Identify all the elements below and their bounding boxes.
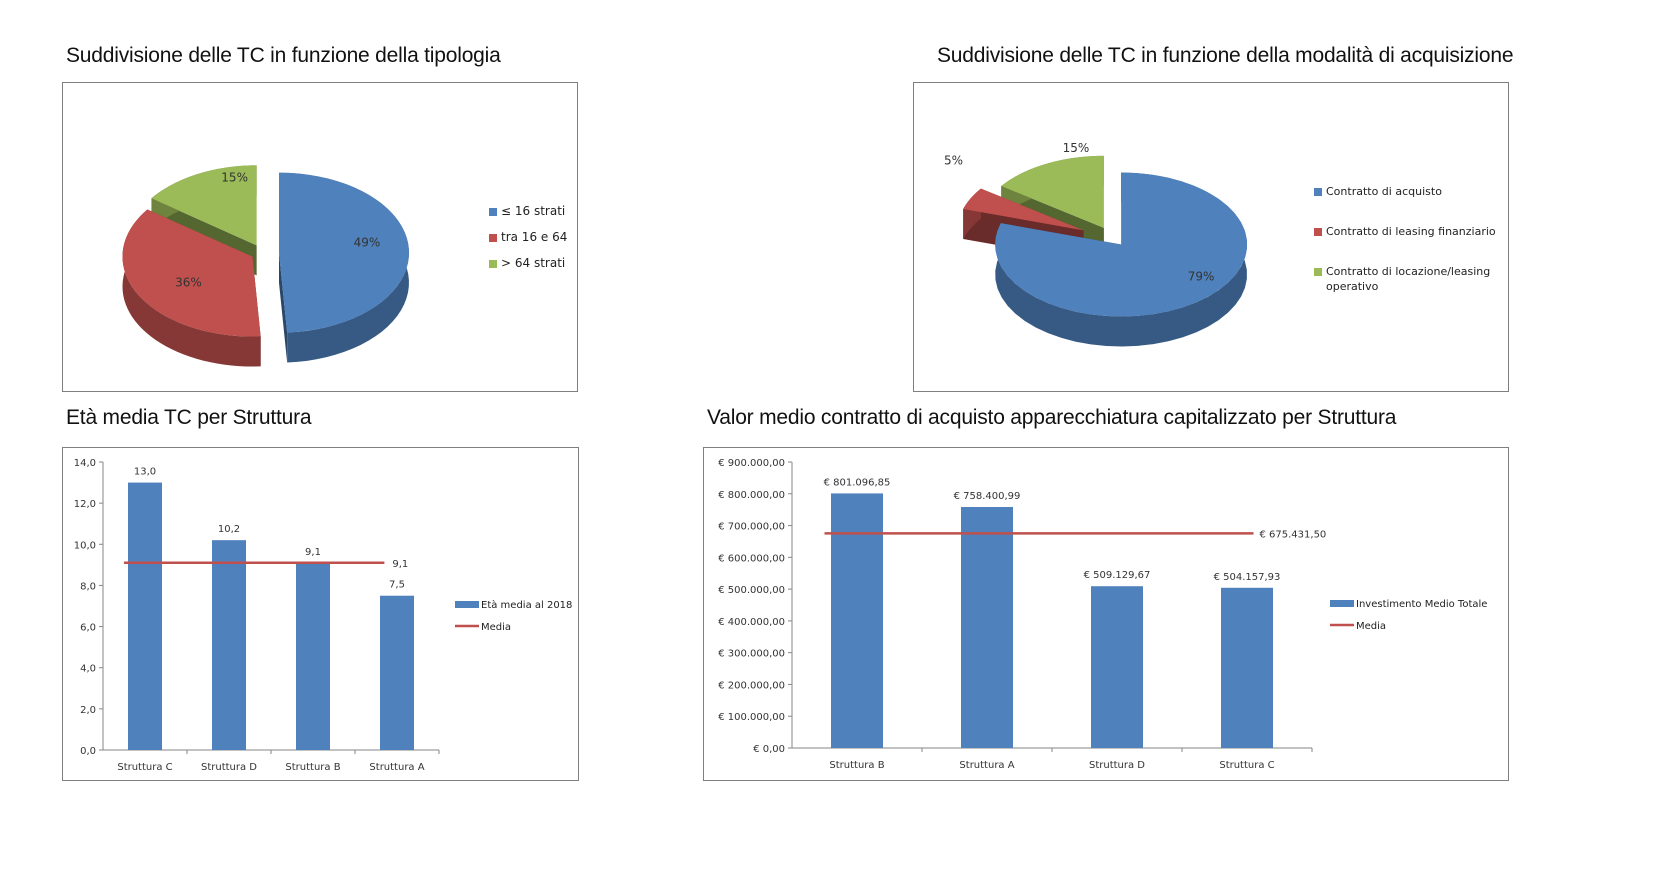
y-tick-label: 14,0: [74, 458, 96, 469]
bar-struttura-c: [128, 482, 162, 750]
x-tick-label: Struttura D: [201, 762, 257, 773]
bar-data-label: 7,5: [389, 580, 405, 591]
pie-data-label: 36%: [175, 276, 202, 290]
x-tick-label: Struttura D: [1089, 760, 1145, 771]
chart4-title: Valor medio contratto di acquisto appare…: [707, 406, 1397, 429]
bar-struttura-d: [212, 540, 246, 750]
bar-data-label: € 801.096,85: [824, 477, 891, 488]
y-tick-label: € 300.000,00: [718, 649, 785, 660]
chart1-title: Suddivisione delle TC in funzione della …: [66, 44, 501, 67]
bar-struttura-a: [961, 506, 1013, 748]
y-tick-label: 8,0: [80, 581, 96, 592]
y-tick-label: € 400.000,00: [718, 617, 785, 628]
x-tick-label: Struttura A: [959, 760, 1014, 771]
chart2-pie: 79% 5% 15% Contratto di acquisto Contratto d…: [944, 141, 1496, 347]
media-line-label: 9,1: [392, 559, 408, 570]
legend-label-64-strati: > 64 strati: [501, 256, 565, 270]
legend-label-tra-16-e-64: tra 16 e 64: [501, 230, 567, 244]
pie-slice-16-strati: [278, 172, 409, 333]
bar-data-label: € 509.129,67: [1084, 570, 1151, 581]
pie-slice-contratto-di-acquisto: [995, 172, 1248, 317]
media-line-label: € 675.431,50: [1260, 529, 1327, 540]
legend-swatch-contratto-di-acquisto: [1314, 188, 1322, 196]
chart4-bar: € 0,00 € 100.000,00 € 200.000,00 € 300.000,…: [718, 458, 1487, 771]
x-tick-label: Struttura A: [369, 762, 424, 773]
y-tick-label: 0,0: [80, 746, 96, 757]
legend-label-bars: Età media al 2018: [481, 599, 572, 611]
legend-label-16-strati: ≤ 16 strati: [501, 204, 565, 218]
y-tick-label: 2,0: [80, 705, 96, 716]
bar-data-label: 13,0: [134, 467, 156, 478]
y-tick-label: 4,0: [80, 664, 96, 675]
pie-slice-contratto-di-leasing-finanziario: [963, 188, 1084, 231]
legend-swatch-contratto-di-locazione-leasing-operativo: [1314, 268, 1322, 276]
legend-swatch-tra-16-e-64: [489, 234, 497, 242]
y-tick-label: € 500.000,00: [718, 585, 785, 596]
chart1-frame: 49% 36% 15% ≤ 16 strati tra 16 e 64 > 64 stra…: [62, 82, 578, 392]
y-tick-label: 10,0: [74, 540, 96, 551]
y-tick-label: € 700.000,00: [718, 522, 785, 533]
y-tick-label: € 200.000,00: [718, 680, 785, 691]
bar-struttura-d: [1091, 586, 1143, 748]
y-tick-label: € 100.000,00: [718, 712, 785, 723]
legend-swatch-contratto-di-leasing-finanziario: [1314, 228, 1322, 236]
bar-struttura-c: [1221, 587, 1273, 748]
y-tick-label: € 800.000,00: [718, 490, 785, 501]
pie-slice-64-strati: [151, 165, 257, 246]
x-tick-label: Struttura C: [117, 762, 172, 773]
pie-data-label: 15%: [221, 170, 248, 184]
bar-data-label: 10,2: [218, 524, 240, 535]
bar-data-label: € 504.157,93: [1214, 572, 1281, 583]
legend-label-contratto-di-acquisto: Contratto di acquisto: [1326, 185, 1442, 198]
bar-struttura-b: [831, 493, 883, 748]
chart3-title: Età media TC per Struttura: [66, 406, 312, 429]
chart2-title: Suddivisione delle TC in funzione della …: [937, 44, 1514, 67]
bar-data-label: € 758.400,99: [954, 491, 1021, 502]
legend-label-bars: Investimento Medio Totale: [1356, 599, 1487, 610]
pie-slice-tra-16-e-64: [122, 209, 261, 337]
y-tick-label: € 0,00: [753, 744, 785, 755]
x-tick-label: Struttura B: [285, 762, 340, 773]
chart4-frame: € 0,00 € 100.000,00 € 200.000,00 € 300.000,…: [703, 447, 1509, 781]
legend-swatch-16-strati: [489, 208, 497, 216]
pie-data-label: 15%: [1063, 141, 1090, 155]
legend-swatch-bars: [1330, 600, 1354, 607]
bar-data-label: 9,1: [305, 547, 321, 558]
bar-struttura-b: [296, 562, 330, 750]
y-tick-label: € 900.000,00: [718, 458, 785, 469]
pie-data-label: 79%: [1188, 270, 1215, 284]
chart3-frame: 0,0 2,0 4,0 6,0 8,0 10,0 12,0 14,0 13,0 Struttura…: [62, 447, 579, 781]
chart3-bar: 0,0 2,0 4,0 6,0 8,0 10,0 12,0 14,0 13,0 Struttura…: [74, 458, 573, 773]
legend-label-media: Media: [1356, 621, 1386, 632]
y-tick-label: 6,0: [80, 623, 96, 634]
y-tick-label: 12,0: [74, 499, 96, 510]
legend-label-contratto-di-leasing-finanziario: Contratto di leasing finanziario: [1326, 225, 1496, 238]
legend-swatch-bars: [455, 601, 479, 608]
pie-data-label: 49%: [354, 236, 381, 250]
legend-swatch-64-strati: [489, 260, 497, 268]
legend-label-media: Media: [481, 622, 511, 633]
chart1-pie: 49% 36% 15% ≤ 16 strati tra 16 e 64 > 64 stra…: [122, 165, 567, 367]
chart2-frame: 79% 5% 15% Contratto di acquisto Contratto d…: [913, 82, 1509, 392]
pie-data-label: 5%: [944, 153, 963, 167]
x-tick-label: Struttura B: [829, 760, 884, 771]
x-tick-label: Struttura C: [1219, 760, 1274, 771]
pie-slice-contratto-di-locazione-leasing-operativo: [1001, 155, 1104, 228]
bar-struttura-a: [380, 595, 414, 750]
legend-label-contratto-di-locazione-leasing-operativo: Contratto di locazione/leasing operativo: [1326, 265, 1490, 293]
y-tick-label: € 600.000,00: [718, 553, 785, 564]
